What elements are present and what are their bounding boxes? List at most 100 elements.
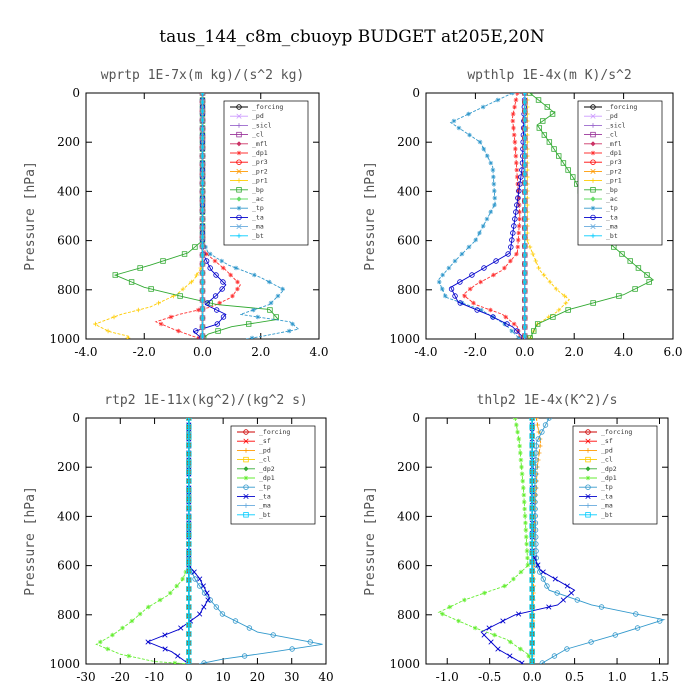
legend-item: _ma [230, 223, 264, 231]
legend-label: _pr3 [606, 158, 622, 166]
series-marker [205, 597, 211, 603]
series-marker [471, 300, 476, 306]
series-marker [530, 251, 536, 257]
series-marker [540, 576, 547, 582]
series-line [202, 93, 300, 339]
series-marker [522, 315, 528, 321]
legend-marker [236, 168, 242, 174]
series-marker [172, 660, 178, 664]
series-marker [162, 632, 168, 638]
series-marker [186, 460, 192, 466]
series-marker [246, 625, 253, 631]
series-marker [539, 660, 546, 664]
legend-item: _pr1 [584, 177, 622, 185]
y-tick-label: 800 [397, 608, 420, 622]
series-marker [563, 300, 569, 306]
series-marker [492, 195, 498, 201]
series-marker [522, 171, 528, 177]
series-marker [200, 162, 205, 168]
series-marker [186, 595, 192, 601]
series-marker [193, 328, 199, 334]
legend-label: _mfl [252, 140, 268, 148]
series-marker [446, 265, 452, 271]
legend-item: _ta [584, 213, 618, 221]
x-tick-label: -10 [145, 670, 164, 684]
legend-item: _dp1 [230, 149, 268, 157]
series-marker [529, 496, 535, 502]
series-marker [535, 436, 541, 442]
series-marker [515, 237, 521, 243]
series-line [480, 418, 576, 664]
series-marker [522, 252, 528, 258]
series-marker [186, 442, 192, 448]
series-marker [568, 590, 574, 596]
series-marker [137, 611, 143, 617]
y-tick-label: 400 [57, 184, 80, 198]
x-tick-label: 0.5 [565, 670, 584, 684]
legend-marker [236, 233, 242, 239]
x-tick-label: -4.0 [414, 345, 437, 359]
legend-label: _pd [259, 446, 271, 454]
legend-marker [590, 131, 596, 138]
legend-marker [236, 150, 242, 156]
series-marker [200, 153, 205, 159]
series-marker [466, 111, 471, 117]
x-tick-label: -4.0 [74, 345, 97, 359]
y-tick-label: 200 [57, 135, 80, 149]
series-dp1 [95, 418, 192, 664]
x-tick-label: 0.0 [193, 345, 212, 359]
legend-item: _ma [584, 223, 618, 231]
legend-label: _bt [252, 232, 264, 240]
legend-label: _sf [601, 437, 613, 445]
series-marker [533, 258, 539, 264]
series-marker [516, 188, 522, 194]
series-marker [529, 442, 535, 448]
legend-item: _tp [579, 483, 613, 491]
series-marker [512, 216, 518, 222]
series-marker [200, 225, 205, 231]
x-tick-label: -2.0 [133, 345, 156, 359]
legend-label: _mfl [606, 140, 622, 148]
legend-label: _cl [606, 131, 618, 139]
series-marker [183, 569, 189, 575]
legend-label: _bt [259, 511, 271, 519]
series-marker [186, 451, 192, 457]
series-marker [214, 321, 220, 327]
series-marker [516, 223, 522, 229]
series-marker [200, 126, 205, 132]
y-tick-label: 400 [397, 509, 420, 523]
series-marker [518, 646, 523, 652]
series-marker [560, 597, 566, 603]
series-marker [523, 520, 528, 526]
series-marker [474, 307, 480, 313]
series-marker [469, 272, 475, 278]
series-marker [201, 604, 207, 610]
legend-marker [590, 159, 596, 165]
series-marker [251, 307, 256, 313]
series-marker [481, 146, 487, 152]
series-marker [514, 160, 519, 166]
series-marker [546, 139, 553, 145]
series-marker [228, 272, 233, 278]
series-marker [522, 153, 528, 159]
legend-marker [236, 196, 242, 202]
figure-title: taus_144_c8m_cbuoyp BUDGET at205E,20N [159, 27, 545, 47]
x-tick-label: -30 [76, 670, 95, 684]
series-marker [200, 216, 205, 222]
series-marker [186, 505, 192, 511]
series-marker [207, 265, 213, 271]
series-marker [478, 279, 484, 285]
series-marker [126, 653, 132, 659]
legend-label: _ma [252, 223, 264, 231]
chart-panels: wprtp 1E-7x(m kg)/(s^2 kg) Pressure [hPa]… [23, 68, 683, 684]
legend-label: _bt [601, 511, 613, 519]
legend-item: _cl [584, 131, 618, 139]
series-marker [546, 418, 552, 421]
legend-item: _ac [584, 195, 618, 203]
series-marker [522, 93, 528, 96]
series-marker [220, 279, 226, 285]
series-marker [440, 272, 446, 278]
legend-label: _sicl [252, 121, 272, 129]
x-tick-label: 40 [318, 670, 333, 684]
